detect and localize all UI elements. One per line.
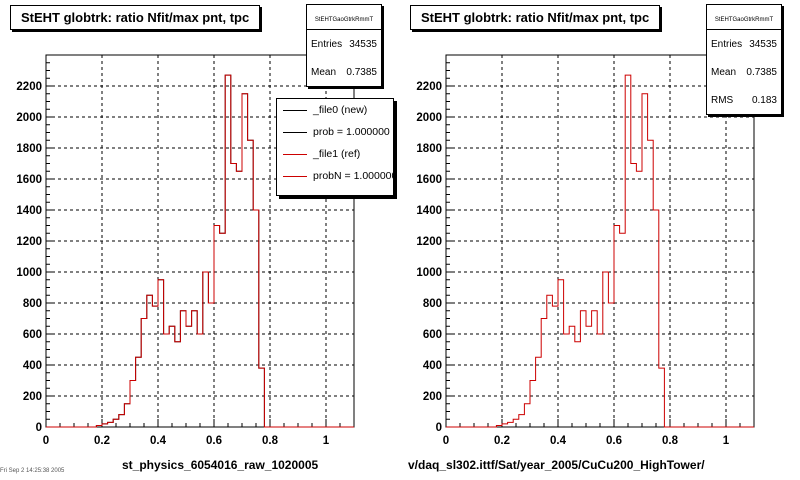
left-series-line-1 [46,74,354,428]
stats-label: Mean [311,66,337,78]
right-stats-mean: Mean 0.7385 [707,58,781,86]
right-y-tick-label: 2000 [416,112,442,124]
stats-value: 0.7385 [346,66,377,78]
right-x-tick-label: 0.4 [550,435,567,447]
legend-entry: _file1 (ref) [277,143,393,165]
legend-line-icon [283,175,307,177]
left-stats-box: StEHTGaoGtrkRmmT Entries 34535 Mean 0.73… [306,4,382,87]
left-y-tick-label: 1600 [16,174,42,186]
left-x-caption: st_physics_6054016_raw_1020005 [122,458,319,472]
legend-box: _file0 (new) prob = 1.000000 _file1 (ref… [276,98,394,196]
left-y-tick-label: 0 [36,422,42,434]
left-stats-mean: Mean 0.7385 [307,58,381,86]
left-chart-title: StEHT globtrk: ratio Nfit/max pnt, tpc [10,5,261,30]
right-stats-name: StEHTGaoGtrkRmmT [707,5,781,30]
left-y-tick-label: 600 [23,329,42,341]
right-y-tick-label: 0 [436,422,442,434]
legend-entry: probN = 1.000000 [277,165,393,187]
right-y-tick-label: 1800 [416,143,442,155]
right-y-tick-label: 1600 [416,174,442,186]
timestamp-text: Fri Sep 2 14:25:38 2005 [0,468,65,474]
right-chart-title: StEHT globtrk: ratio Nfit/max pnt, tpc [410,5,661,30]
legend-line-icon [283,153,307,155]
right-y-tick-label: 600 [423,329,442,341]
right-x-tick-label: 0.2 [494,435,510,447]
legend-label: prob = 1.000000 [313,126,390,138]
right-x-tick-label: 0.8 [662,435,679,447]
left-y-tick-label: 1400 [16,205,42,217]
right-y-tick-label: 800 [423,298,442,310]
right-stats-rms: RMS 0.183 [707,86,781,114]
right-x-tick-label: 1 [723,435,730,447]
left-y-tick-label: 1200 [16,236,42,248]
right-histogram-svg: 0 0.2 0.4 0.6 0.8 1 0 200 400 600 800 1000 1200 1400 1… [416,54,755,447]
legend-label: probN = 1.000000 [313,170,394,182]
stats-label: Mean [711,66,737,78]
legend-line-icon [283,109,307,111]
stats-label: Entries [711,38,743,50]
right-histogram-panel: 0 0.2 0.4 0.6 0.8 1 0 200 400 600 800 1000 1200 1400 1… [400,0,800,480]
left-x-tick-label: 0 [43,435,49,447]
left-y-tick-label: 1800 [16,143,42,155]
left-x-tick-label: 1 [323,435,330,447]
left-x-tick-label: 0.6 [206,435,222,447]
stats-value: 0.183 [751,94,777,106]
stats-label: Entries [311,38,343,50]
right-x-tick-label: 0 [443,435,449,447]
right-y-tick-label: 1400 [416,205,442,217]
right-stats-box: StEHTGaoGtrkRmmT Entries 34535 Mean 0.73… [706,4,782,115]
left-x-tick-label: 0.8 [262,435,279,447]
left-stats-entries: Entries 34535 [307,30,381,58]
left-y-tick-label: 2000 [16,112,42,124]
left-histogram-panel: 0 0.2 0.4 0.6 0.8 1 0 200 400 600 800 1000 1200 1400 1… [10,4,394,472]
right-y-tick-label: 1200 [416,236,442,248]
stats-value: 34535 [749,38,777,50]
legend-entry: _file0 (new) [277,99,393,121]
right-y-tick-label: 400 [423,360,442,372]
stats-value: 0.7385 [746,66,777,78]
right-x-caption: v/daq_sl302.ittf/Sat/year_2005/CuCu200_H… [408,458,705,472]
legend-label: _file0 (new) [313,104,368,116]
left-y-tick-label: 400 [23,360,42,372]
legend-label: _file1 (ref) [313,148,361,160]
legend-entry: prob = 1.000000 [277,121,393,143]
left-x-tick-label: 0.4 [150,435,167,447]
left-y-tick-label: 1000 [16,267,42,279]
left-stats-name: StEHTGaoGtrkRmmT [307,5,381,30]
right-y-tick-label: 1000 [416,267,442,279]
left-y-tick-label: 200 [23,391,42,403]
right-stats-entries: Entries 34535 [707,30,781,58]
right-plot-area [446,55,754,427]
legend-line-icon [283,131,307,133]
right-y-tick-label: 2200 [416,81,442,93]
stats-label: RMS [711,94,734,106]
right-x-tick-label: 0.6 [606,435,622,447]
right-y-tick-label: 200 [423,391,442,403]
left-y-tick-label: 2200 [16,81,42,93]
left-y-tick-label: 800 [23,298,42,310]
stats-value: 34535 [349,38,377,50]
right-series-line-0 [446,74,754,428]
left-x-tick-label: 0.2 [94,435,110,447]
